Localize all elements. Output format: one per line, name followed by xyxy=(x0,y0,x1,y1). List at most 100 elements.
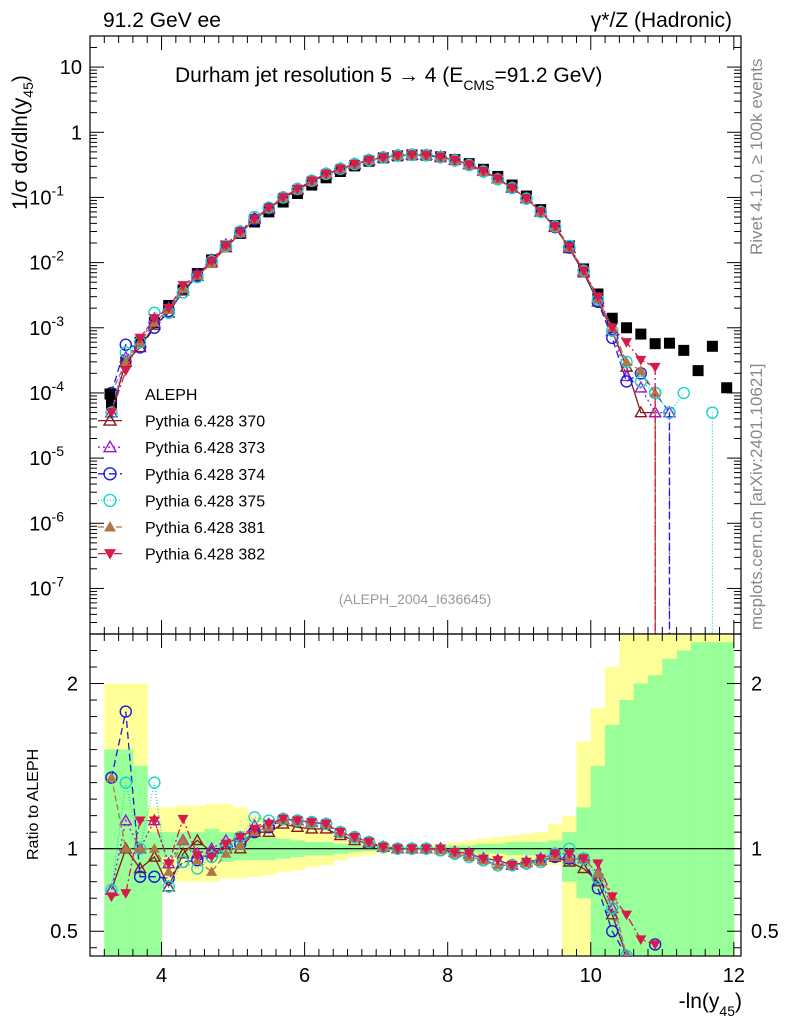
ylabel-main: 1/σ dσ/dln(y xyxy=(9,97,32,210)
ratio-point xyxy=(649,940,661,950)
ratio-point xyxy=(606,925,619,938)
upper-y-tick-label: 10 xyxy=(60,57,82,79)
ratio-point xyxy=(605,907,619,920)
data-point xyxy=(506,183,518,194)
data-point xyxy=(249,214,261,225)
data-point xyxy=(306,176,318,187)
lower-ylabel: Ratio to ALEPH xyxy=(25,749,42,860)
ratio-point xyxy=(204,841,219,854)
data-point xyxy=(649,362,661,373)
title-main: Durham jet resolution 5 xyxy=(175,64,392,87)
lower-frame xyxy=(89,633,742,957)
lower-x-tick-label: 6 xyxy=(299,965,310,987)
data-point xyxy=(477,166,489,177)
data-point xyxy=(119,338,132,351)
ratio-point xyxy=(606,901,619,915)
ratio-point xyxy=(120,889,132,899)
xlabel-main: -ln(y xyxy=(679,990,720,1013)
ratio-point xyxy=(119,705,132,718)
ratio-point xyxy=(249,824,261,835)
band-green-bin xyxy=(619,700,635,956)
legend-label: Pythia 6.428 370 xyxy=(145,414,265,431)
legend-label: Pythia 6.428 381 xyxy=(145,520,265,537)
data-point xyxy=(492,174,504,185)
data-point xyxy=(291,184,303,195)
ratio-point xyxy=(635,935,647,945)
ratio-point xyxy=(248,811,261,824)
data-point xyxy=(592,292,604,303)
legend-entry: Pythia 6.428 373 xyxy=(98,439,265,457)
xlabel-sub: 45 xyxy=(719,1003,735,1019)
ratio-point xyxy=(119,776,132,789)
upper-y-tick-label: 10-7 xyxy=(29,573,64,600)
ratio-point xyxy=(578,854,590,865)
ratio-point xyxy=(606,892,618,903)
legend-entry: Pythia 6.428 381 xyxy=(98,520,265,537)
lower-y-tick-label-right: 0.5 xyxy=(751,921,779,943)
data-point xyxy=(191,270,203,281)
ratio-point xyxy=(234,839,246,850)
ratio-point xyxy=(190,833,205,846)
ratio-point xyxy=(163,859,175,870)
ratio-point xyxy=(592,867,604,878)
data-point xyxy=(105,397,117,409)
ratio-point xyxy=(163,866,175,876)
legend-label: Pythia 6.428 374 xyxy=(145,467,265,484)
ratio-point xyxy=(120,843,132,853)
legend-label: Pythia 6.428 375 xyxy=(145,493,265,510)
ratio-point xyxy=(592,859,604,870)
data-point xyxy=(263,203,275,214)
legend-label: Pythia 6.428 373 xyxy=(145,440,265,457)
band-green-bin xyxy=(648,675,663,956)
rivet-label: Rivet 4.1.0, ≥ 100k events xyxy=(747,59,766,255)
ratio-point xyxy=(621,910,633,921)
data-point xyxy=(177,281,189,291)
data-point xyxy=(406,150,418,161)
data-point xyxy=(420,151,432,161)
ratio-point xyxy=(506,861,518,871)
data-point xyxy=(621,356,633,366)
ratio-point xyxy=(176,855,190,869)
ratio-point xyxy=(334,828,346,838)
data-point xyxy=(606,323,618,334)
data-point xyxy=(606,312,618,324)
ratio-point xyxy=(234,832,246,843)
series-line xyxy=(110,154,670,414)
series-pythia-6-428-382 xyxy=(105,150,661,634)
lower-y-tick-label: 0.5 xyxy=(50,921,78,943)
band-green-bin xyxy=(132,766,148,956)
upper-y-tick-label: 10-4 xyxy=(29,378,64,405)
ratio-point xyxy=(161,879,176,892)
data-point xyxy=(377,153,389,163)
ratio-point xyxy=(191,851,203,861)
band-green-bin xyxy=(662,658,678,956)
data-point xyxy=(463,160,475,171)
band-green-bin xyxy=(719,642,735,956)
ratio-point xyxy=(363,837,375,848)
data-point xyxy=(435,152,447,163)
band-green-bin xyxy=(147,832,163,956)
data-point xyxy=(120,366,132,377)
ratio-point xyxy=(133,870,147,883)
band-green-bin xyxy=(676,650,692,956)
legend-entry: Pythia 6.428 370 xyxy=(98,413,265,431)
data-point xyxy=(105,408,117,419)
ratio-point xyxy=(177,834,189,845)
ratio-point xyxy=(148,870,161,883)
lower-x-tick-label: 12 xyxy=(723,965,745,987)
title-end: =91.2 GeV) xyxy=(494,64,602,87)
ratio-point xyxy=(119,813,133,826)
xlabel-end: ) xyxy=(735,990,742,1013)
data-point xyxy=(619,369,634,382)
data-point xyxy=(219,239,233,253)
ratio-point xyxy=(591,874,605,887)
ratio-point xyxy=(263,819,275,830)
ratio-point xyxy=(463,849,475,860)
data-point xyxy=(535,207,547,217)
data-point xyxy=(706,340,718,352)
data-point xyxy=(578,266,590,277)
ratio-bands xyxy=(104,634,735,956)
data-point xyxy=(148,314,160,324)
data-point xyxy=(392,151,404,161)
